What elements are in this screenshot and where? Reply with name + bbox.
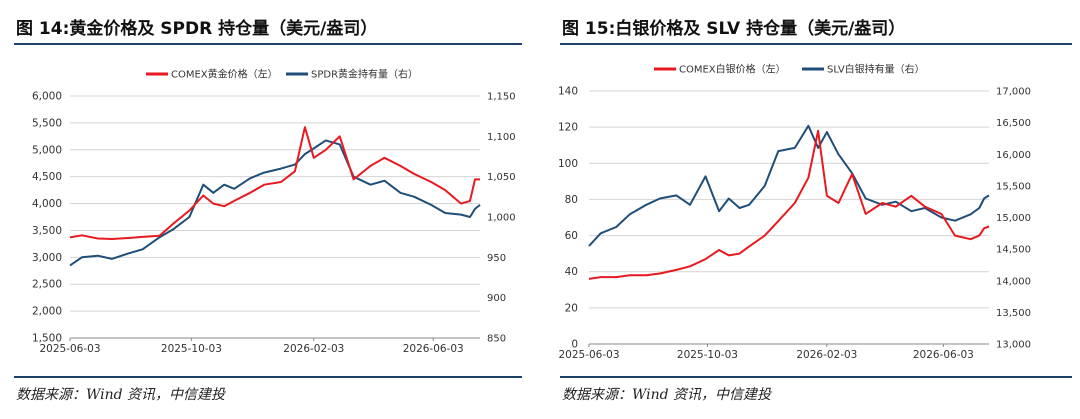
source-note: 数据来源：Wind 资讯，中信建投 (16, 387, 226, 403)
x-tick-label: 2025-10-03 (677, 349, 738, 360)
x-tick-label: 2025-10-03 (161, 343, 222, 355)
legend-label: SPDR黄金持有量（右） (311, 68, 418, 81)
x-tick-label: 2025-06-03 (558, 349, 619, 360)
y-right-tick-label: 15,500 (996, 181, 1031, 192)
y-left-tick-label: 140 (558, 86, 578, 98)
legend-label: COMEX白银价格（左） (679, 63, 786, 76)
y-right-tick-label: 1,000 (487, 213, 516, 224)
y-left-tick-label: 0 (571, 339, 578, 351)
y-right-tick-label: 900 (487, 293, 506, 304)
silver-chart: 0 20 40 60 80 100 120 140 13,000 13,500 14,000 14,5… (558, 63, 1031, 361)
gold-panel: 图 14:黄金价格及 SPDR 持仓量（美元/盎司） 1,500 2,000 2,5… (0, 0, 530, 419)
chart-title: 图 14:黄金价格及 SPDR 持仓量（美元/盎司） (16, 19, 378, 39)
title-rule (560, 43, 1072, 45)
x-tick-label: 2026-06-03 (913, 349, 974, 360)
y-left-tick-label: 120 (558, 122, 578, 134)
chart-title: 图 15:白银价格及 SLV 持仓量（美元/盎司） (562, 19, 906, 39)
y-left-tick-label: 2,000 (32, 306, 62, 318)
holding-series-line (588, 124, 990, 247)
y-left-tick-label: 60 (565, 230, 578, 242)
x-tick-label: 2026-02-03 (796, 349, 857, 360)
y-right-tick-label: 16,500 (996, 118, 1031, 129)
y-right-tick-label: 1,100 (487, 132, 516, 143)
y-left-tick-label: 1,500 (32, 333, 62, 345)
y-left-tick-label: 3,000 (32, 252, 62, 264)
y-right-tick-label: 16,000 (996, 150, 1031, 161)
y-right-tick-label: 1,150 (487, 92, 516, 103)
y-right-tick-label: 13,000 (996, 340, 1031, 351)
gold-chart: 1,500 2,000 2,500 3,000 3,500 4,000 4,500 5,000… (32, 68, 516, 356)
title-rule (14, 43, 522, 45)
y-left-tick-label: 40 (565, 266, 578, 278)
y-right-tick-label: 850 (487, 334, 506, 345)
y-right-tick-label: 14,500 (996, 245, 1031, 256)
y-right-tick-label: 950 (487, 253, 506, 264)
y-left-tick-label: 20 (565, 302, 578, 314)
source-rule (560, 376, 1072, 378)
legend-label: COMEX黄金价格（左） (171, 68, 278, 81)
source-note: 数据来源：Wind 资讯，中信建投 (562, 387, 772, 403)
holding-series-line (69, 139, 481, 267)
y-right-tick-label: 17,000 (996, 87, 1031, 98)
y-left-tick-label: 5,500 (32, 117, 62, 129)
y-left-tick-label: 4,000 (32, 198, 62, 210)
y-right-tick-label: 15,000 (996, 213, 1031, 224)
x-tick-label: 2025-06-03 (39, 343, 100, 355)
y-left-tick-label: 3,500 (32, 225, 62, 237)
y-left-tick-label: 100 (558, 158, 578, 170)
y-right-tick-label: 1,050 (487, 172, 516, 183)
price-series-line (588, 129, 990, 280)
x-tick-label: 2026-06-03 (403, 343, 464, 355)
silver-panel: 图 15:白银价格及 SLV 持仓量（美元/盎司） 0 20 40 60 80 100 12… (546, 0, 1080, 419)
y-left-tick-label: 80 (565, 194, 578, 206)
y-left-tick-label: 5,000 (32, 144, 62, 156)
price-series-line (69, 126, 480, 240)
legend-label: SLV白银持有量（右） (827, 63, 925, 76)
y-right-tick-label: 13,500 (996, 308, 1031, 319)
x-tick-label: 2026-02-03 (283, 343, 344, 355)
y-left-tick-label: 2,500 (32, 279, 62, 291)
y-left-tick-label: 4,500 (32, 171, 62, 183)
y-left-tick-label: 6,000 (32, 91, 62, 103)
source-rule (14, 376, 522, 378)
y-right-tick-label: 14,000 (996, 276, 1031, 287)
